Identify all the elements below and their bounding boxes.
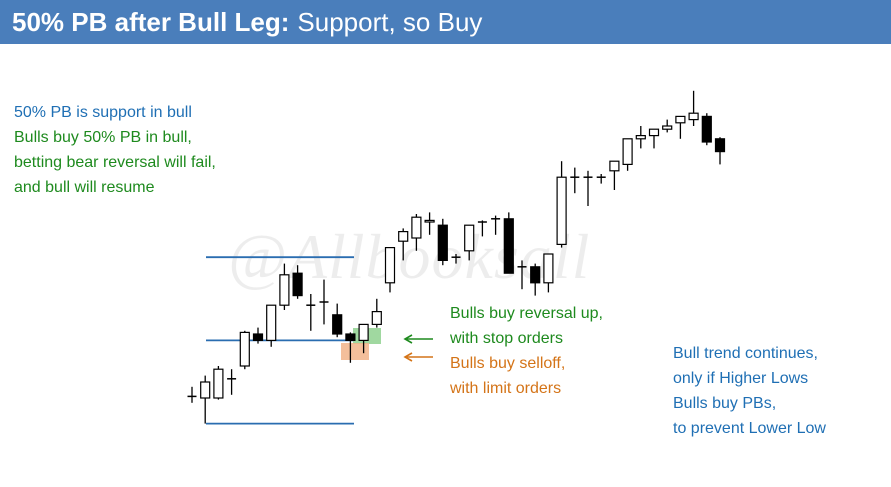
- candle: [200, 375, 211, 424]
- bear-candle-body: [332, 314, 343, 335]
- candle: [358, 323, 369, 354]
- title-rest: Support, so Buy: [297, 6, 483, 37]
- bull-candle-body: [266, 304, 277, 342]
- candle: [530, 263, 541, 296]
- limit-order-arrow: [403, 352, 433, 362]
- note-line: betting bear reversal will fail,: [14, 154, 216, 171]
- bull-candle-body: [200, 381, 211, 399]
- candle: [451, 254, 461, 264]
- candle: [306, 294, 316, 331]
- bull-candle-body: [239, 331, 250, 367]
- candle: [398, 228, 409, 261]
- candle: [384, 247, 396, 293]
- candle: [675, 115, 686, 139]
- bull-candle-body: [556, 176, 567, 245]
- candle: [477, 220, 487, 237]
- candle: [609, 160, 620, 190]
- candle: [424, 212, 435, 235]
- note-top-left: 50% PB is support in bull Bulls buy 50% …: [14, 100, 216, 200]
- candle: [517, 260, 527, 290]
- limit-entry-box: [341, 343, 369, 360]
- note-line: to prevent Lower Low: [673, 420, 826, 437]
- candle: [213, 366, 224, 400]
- note-line: 50% PB is support in bull: [14, 104, 192, 121]
- candle: [543, 253, 554, 293]
- candle: [622, 138, 633, 171]
- note-right: Bull trend continues, only if Higher Low…: [673, 341, 826, 441]
- note-line: with limit orders: [450, 380, 562, 397]
- bull-candle-body: [384, 247, 396, 284]
- candle: [556, 161, 567, 248]
- note-line: with stop orders: [450, 330, 563, 347]
- candle: [701, 113, 712, 146]
- bull-candle-body: [358, 323, 369, 341]
- bull-candle-body: [279, 274, 290, 306]
- bear-candle-body: [292, 272, 303, 297]
- candle: [570, 167, 580, 194]
- bear-candle-body: [345, 333, 356, 342]
- bear-candle-body: [437, 224, 448, 261]
- bull-candle-body: [675, 115, 686, 124]
- candle: [437, 218, 448, 266]
- bull-candle-body: [648, 128, 660, 137]
- note-middle: Bulls buy reversal up, with stop orders …: [450, 301, 603, 401]
- candle: [648, 128, 660, 149]
- candle: [596, 174, 606, 184]
- bull-candle-body: [398, 231, 409, 242]
- bull-candle-body: [411, 216, 422, 239]
- candle: [332, 303, 343, 338]
- bull-candle-body: [662, 125, 673, 130]
- candle: [187, 386, 197, 403]
- stop-order-arrow: [403, 334, 433, 344]
- bear-candle-body: [701, 115, 712, 143]
- bull-candle-body: [464, 224, 475, 252]
- bull-candle-body: [213, 368, 224, 399]
- candle: [292, 265, 303, 299]
- note-line: Bull trend continues,: [673, 345, 818, 362]
- candle: [503, 212, 514, 274]
- note-line: Bulls buy PBs,: [673, 395, 777, 412]
- candle: [266, 304, 277, 347]
- bear-candle-body: [252, 333, 264, 342]
- candle: [464, 224, 475, 261]
- candle: [239, 330, 250, 370]
- candle: [583, 170, 593, 206]
- title-bar: 50% PB after Bull Leg: Support, so Buy: [0, 0, 891, 44]
- note-line: and bull will resume: [14, 179, 155, 196]
- bull-candle-body: [688, 112, 699, 121]
- note-line: Bulls buy 50% PB in bull,: [14, 129, 192, 146]
- candle: [491, 215, 501, 235]
- bull-candle-body: [424, 219, 435, 223]
- note-line: Bulls buy selloff,: [450, 355, 566, 372]
- bear-candle-body: [530, 266, 541, 284]
- bear-candle-body: [503, 218, 514, 274]
- candle: [252, 327, 264, 344]
- candle: [371, 298, 382, 328]
- note-line: only if Higher Lows: [673, 370, 809, 387]
- bull-candle-body: [622, 138, 633, 166]
- candle: [688, 90, 699, 126]
- candle: [411, 214, 422, 251]
- candle: [635, 126, 646, 149]
- bull-candle-body: [635, 135, 646, 140]
- candle: [227, 369, 237, 395]
- bear-candle-body: [714, 138, 726, 153]
- bull-candle-body: [371, 311, 382, 326]
- candle: [662, 119, 673, 133]
- bull-candle-body: [543, 253, 554, 284]
- candle: [714, 137, 726, 165]
- candle: [345, 332, 356, 363]
- bull-candle-body: [609, 160, 620, 172]
- note-line: Bulls buy reversal up,: [450, 305, 603, 322]
- candle: [319, 279, 329, 325]
- candle: [279, 263, 290, 310]
- title-bold: 50% PB after Bull Leg:: [12, 6, 290, 37]
